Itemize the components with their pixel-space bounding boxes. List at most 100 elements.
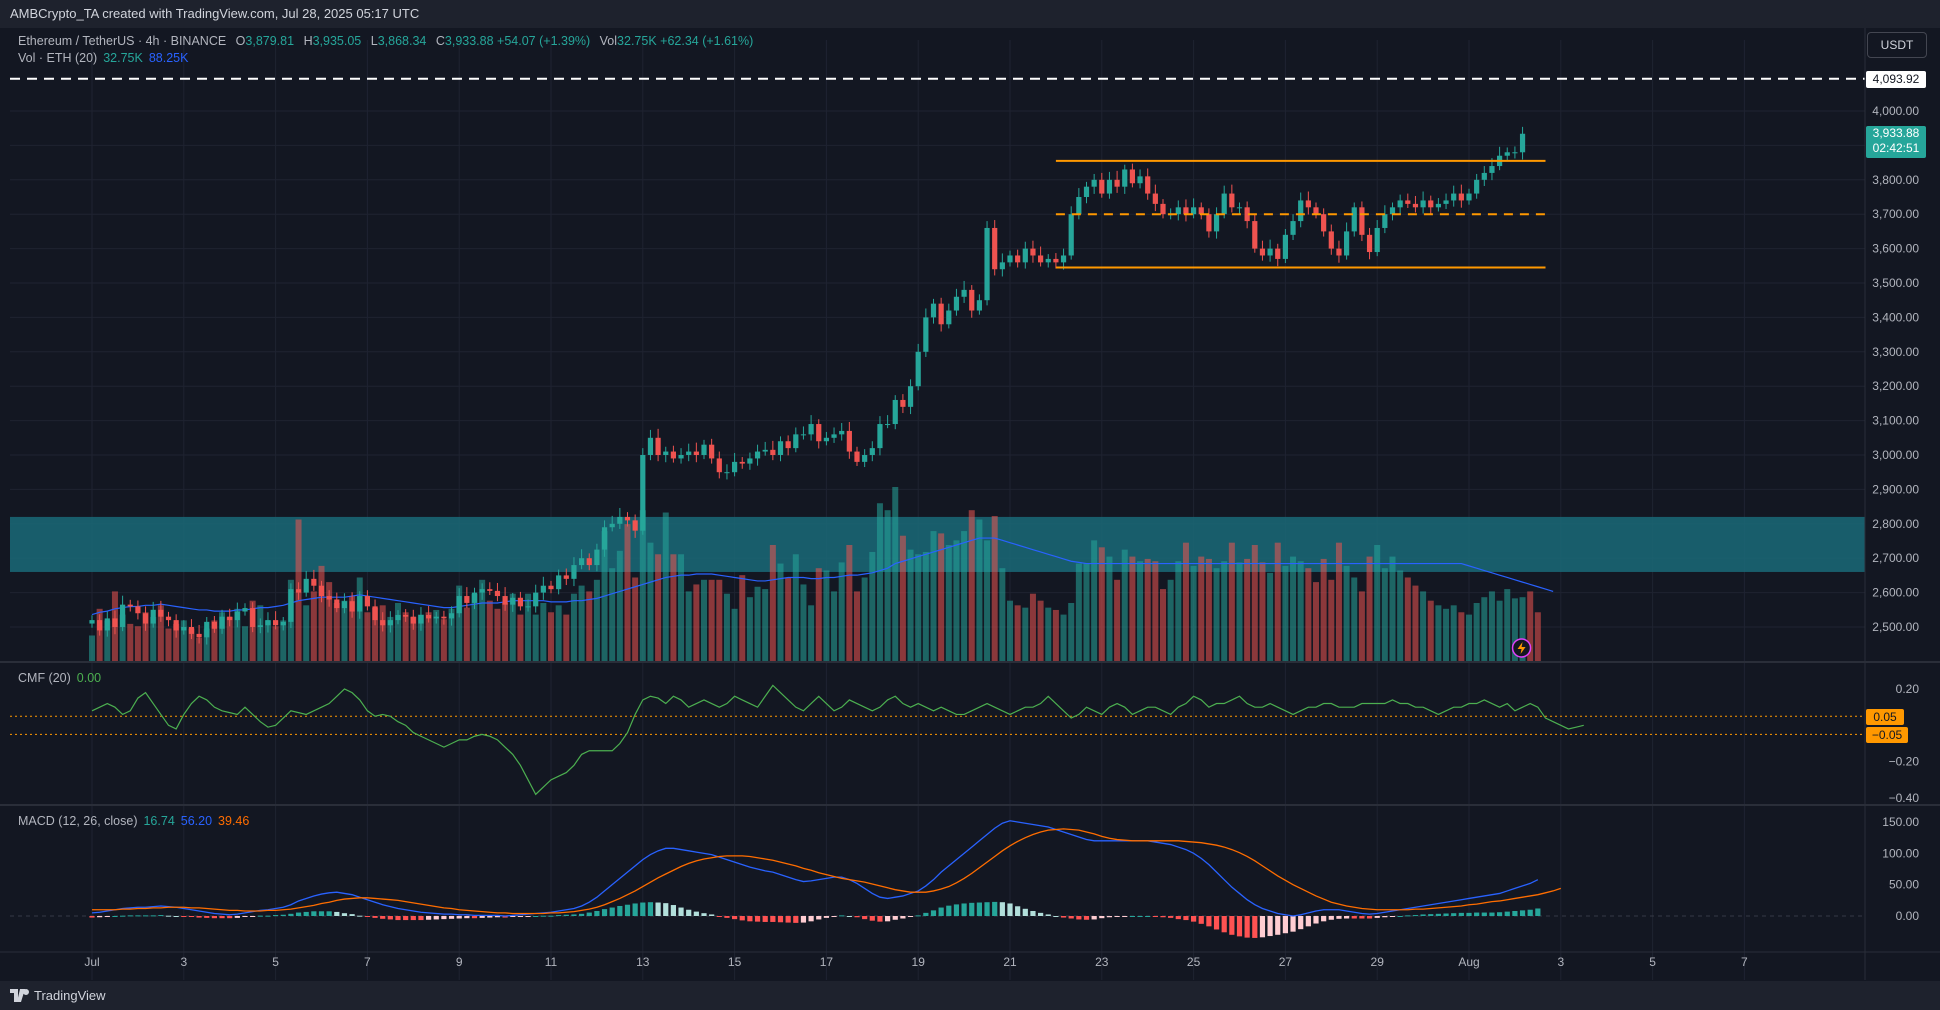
volume-bar: [1221, 561, 1228, 661]
macd-histogram-bar: [1053, 916, 1059, 917]
macd-histogram-bar: [892, 916, 898, 920]
macd-histogram-bar: [586, 912, 592, 916]
macd-histogram-bar: [257, 915, 263, 917]
macd-histogram-bar: [1091, 916, 1097, 920]
candle-body: [1191, 207, 1197, 215]
candle-body: [1443, 200, 1449, 204]
candle-body: [877, 424, 883, 449]
candle-body: [579, 558, 585, 566]
volume-bar: [1404, 577, 1411, 661]
candle-body: [946, 310, 952, 325]
candle-body: [1298, 200, 1304, 222]
lightning-icon[interactable]: [1511, 638, 1532, 658]
candle-body: [1451, 193, 1457, 201]
candle-body: [1206, 214, 1212, 232]
candle-body: [1007, 255, 1013, 263]
macd-histogram-bar: [357, 915, 363, 917]
dashed-level-tag: 4,093.92: [1866, 71, 1926, 88]
cmf-label: CMF (20): [18, 671, 71, 685]
volume-bar: [1374, 545, 1381, 661]
macd-histogram-bar: [1405, 915, 1411, 917]
chart-canvas[interactable]: 4,000.003,900.003,800.003,700.003,600.00…: [0, 28, 1940, 981]
countdown-value: 02:42:51: [1872, 141, 1920, 155]
macd-histogram-bar: [854, 916, 860, 918]
candle-body: [1175, 207, 1181, 215]
time-axis[interactable]: Jul 3 5 7 9 11 13 15 17 19 21 23 25 27 29 Aug 3 5 7: [84, 955, 1748, 969]
candle-body: [601, 527, 608, 550]
candle-body: [517, 597, 523, 607]
candle-body: [869, 448, 875, 455]
vol-change: +62.34 (+1.61%): [660, 34, 754, 48]
volume-bar: [1443, 608, 1450, 661]
candle-body: [303, 578, 309, 593]
candle-body: [907, 386, 914, 407]
volume-bar: [662, 512, 669, 661]
candle-body: [1198, 207, 1204, 215]
candle-body: [273, 620, 279, 626]
volume-bar: [1420, 591, 1427, 661]
macd-line-value: 56.20: [180, 814, 213, 828]
candle-body: [471, 592, 478, 603]
time-tick-label: 5: [1649, 955, 1656, 969]
macd-histogram-bar: [701, 913, 707, 916]
volume-bar: [1381, 568, 1388, 661]
volume-bar: [471, 593, 478, 661]
volume-bar: [976, 519, 983, 661]
volume-bar: [173, 623, 180, 661]
candle-body: [1336, 248, 1342, 256]
volume-bar: [494, 608, 501, 661]
macd-histogram-bar: [1122, 916, 1128, 917]
macd-histogram-bar: [250, 916, 256, 917]
candle-body: [418, 614, 424, 624]
candle-body: [923, 317, 929, 352]
macd-histogram-bar: [502, 916, 508, 918]
cmf-panel: [10, 684, 1865, 796]
macd-histogram-bar: [494, 916, 501, 918]
volume-bar: [341, 600, 348, 661]
macd-histogram-bar: [1420, 914, 1426, 916]
macd-tick-label: 0.00: [1896, 909, 1920, 923]
volume-bar: [157, 605, 164, 661]
volume-bar: [502, 603, 509, 661]
time-tick-label: 29: [1371, 955, 1385, 969]
volume-bar: [1114, 579, 1121, 661]
macd-histogram-bar: [1313, 916, 1319, 924]
candle-body: [640, 455, 646, 531]
candle-body: [586, 558, 592, 566]
candle-body: [1313, 207, 1319, 215]
macd-histogram-bar: [632, 903, 638, 916]
candle-body: [1481, 172, 1487, 180]
candle-body: [158, 609, 164, 617]
macd-histogram-bar: [1321, 916, 1327, 922]
macd-histogram-bar: [594, 910, 600, 916]
candle-body: [502, 596, 508, 605]
candle-body: [1374, 227, 1380, 253]
volume-bar: [693, 584, 700, 661]
volume-bar: [1083, 563, 1090, 661]
volume-bar: [701, 579, 707, 661]
volume-bar: [670, 554, 677, 661]
volume-bar: [846, 545, 853, 661]
price-axis[interactable]: 4,000.003,900.003,800.003,700.003,600.00…: [1872, 104, 1919, 923]
macd-signal-value: 39.46: [218, 814, 250, 828]
candle-body: [97, 620, 103, 631]
macd-histogram-bar: [869, 916, 875, 921]
candle-body: [165, 616, 172, 621]
time-tick-label: 3: [180, 955, 187, 969]
time-tick-label: 25: [1187, 955, 1201, 969]
macd-histogram-bar: [158, 915, 164, 917]
candle-body: [1290, 221, 1296, 235]
volume-bar: [486, 600, 493, 661]
time-tick-label: 11: [545, 955, 558, 969]
change-value: +54.07 (+1.39%): [497, 34, 591, 48]
macd-histogram-bar: [1045, 914, 1051, 916]
cmf-upper-tag: 0.05: [1866, 709, 1904, 725]
macd-histogram-bar: [1060, 916, 1067, 918]
candle-body: [716, 458, 722, 473]
macd-histogram-bar: [1198, 916, 1204, 924]
candle-body: [1321, 214, 1327, 232]
macd-histogram-bar: [219, 916, 225, 919]
candle-body: [1076, 197, 1082, 215]
currency-button[interactable]: USDT: [1867, 32, 1927, 58]
price-tick-label: 2,600.00: [1872, 586, 1919, 600]
